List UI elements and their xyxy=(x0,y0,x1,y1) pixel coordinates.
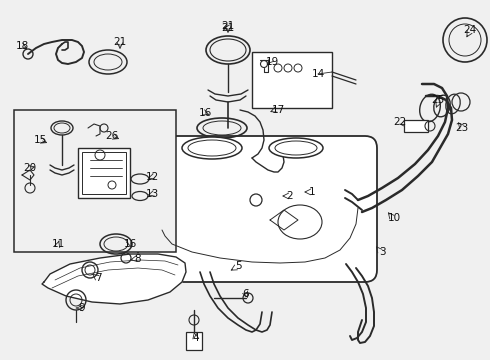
Text: 6: 6 xyxy=(243,289,249,299)
Ellipse shape xyxy=(269,138,323,158)
Text: 19: 19 xyxy=(266,57,279,67)
Bar xyxy=(82,152,126,194)
Text: 4: 4 xyxy=(193,333,199,343)
Text: 7: 7 xyxy=(95,273,101,283)
Text: 21: 21 xyxy=(221,21,235,31)
Text: 11: 11 xyxy=(51,239,65,249)
Text: 8: 8 xyxy=(135,254,141,264)
Bar xyxy=(14,110,176,252)
FancyBboxPatch shape xyxy=(138,136,377,282)
Bar xyxy=(78,148,130,198)
Text: 5: 5 xyxy=(235,261,241,271)
Text: 2: 2 xyxy=(287,191,294,201)
Text: 25: 25 xyxy=(431,95,444,105)
Text: 3: 3 xyxy=(379,247,385,257)
Text: 21: 21 xyxy=(113,37,126,47)
Text: 9: 9 xyxy=(79,303,85,313)
Text: 18: 18 xyxy=(15,41,28,51)
Text: 26: 26 xyxy=(105,131,119,141)
Text: 24: 24 xyxy=(464,25,477,35)
Text: 16: 16 xyxy=(198,108,212,118)
Text: 14: 14 xyxy=(311,69,324,79)
Text: 1: 1 xyxy=(309,187,315,197)
Bar xyxy=(404,120,428,132)
Text: 20: 20 xyxy=(24,163,37,173)
Ellipse shape xyxy=(182,137,242,159)
Text: 10: 10 xyxy=(388,213,400,223)
Text: 16: 16 xyxy=(123,239,137,249)
Text: 17: 17 xyxy=(271,105,285,115)
Text: 13: 13 xyxy=(146,189,159,199)
Text: 22: 22 xyxy=(393,117,407,127)
Polygon shape xyxy=(42,254,186,304)
Text: 23: 23 xyxy=(455,123,468,133)
Bar xyxy=(186,332,202,350)
Text: 15: 15 xyxy=(33,135,47,145)
Text: 12: 12 xyxy=(146,172,159,182)
Bar xyxy=(252,52,332,108)
Text: 21: 21 xyxy=(221,23,235,33)
